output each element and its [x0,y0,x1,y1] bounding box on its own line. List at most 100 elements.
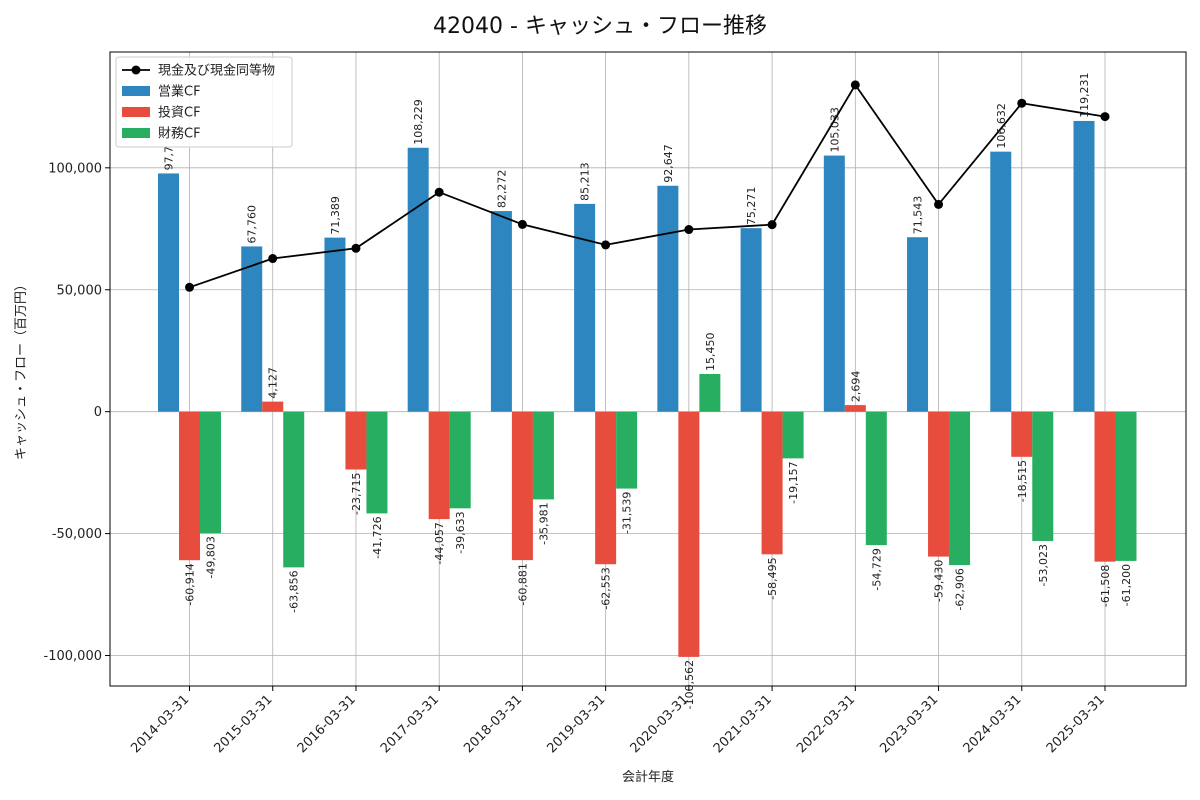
bars-layer [158,120,1137,657]
cash-equivalents-line [189,83,1106,289]
financing-cf-value-label: -61,200 [1120,564,1133,606]
cash-equivalents-point [351,243,361,253]
cash-equivalents-point [601,240,611,250]
legend-swatch-investing-cf [122,107,150,117]
operating-cf-value-label: 67,760 [246,205,259,244]
operating-cf-bar [1073,120,1095,412]
operating-cf-value-label: 71,389 [329,196,342,235]
cash-equivalents-point [434,187,444,197]
cash-equivalents-point [850,80,860,90]
investing-cf-value-label: 4,127 [267,367,280,399]
operating-cf-value-label: 108,229 [412,99,425,145]
investing-cf-bar [928,411,950,557]
financing-cf-value-label: 15,450 [704,332,717,371]
operating-cf-value-label: 85,213 [579,162,592,201]
financing-cf-bar [1115,411,1137,561]
y-tick-label: -100,000 [44,649,102,664]
operating-cf-bar [990,151,1012,412]
cash-equivalents-point [185,282,194,292]
operating-cf-bar [324,237,346,412]
financing-cf-value-label: -54,729 [870,548,883,590]
line-layer [185,80,1110,292]
cash-equivalents-point [684,225,694,235]
financing-cf-value-label: -63,856 [288,570,301,612]
operating-cf-bar [823,155,845,412]
cash-equivalents-point [767,220,777,230]
investing-cf-bar [428,411,450,520]
financing-cf-value-label: -41,726 [371,516,384,558]
investing-cf-bar [595,411,617,565]
investing-cf-bar [511,411,533,561]
financing-cf-bar [200,411,221,534]
financing-cf-bar [782,411,804,459]
investing-cf-bar [1094,411,1116,562]
financing-cf-value-label: -19,157 [787,461,800,503]
operating-cf-value-label: 105,033 [828,107,841,153]
financing-cf-bar [949,411,971,566]
operating-cf-bar [907,237,929,412]
legend-label-cash-equivalents: 現金及び現金同等物 [158,63,275,79]
investing-cf-value-label: -62,553 [600,567,613,609]
financing-cf-value-label: -62,906 [954,568,967,610]
investing-cf-bar [179,411,200,561]
operating-cf-bar [158,173,179,412]
financing-cf-value-label: -35,981 [537,502,550,544]
operating-cf-bar [657,185,679,412]
operating-cf-value-label: 71,543 [912,196,925,235]
investing-cf-value-label: -59,430 [933,560,946,602]
investing-cf-value-label: 2,694 [849,371,862,403]
legend-label-financing-cf: 財務CF [158,127,201,142]
y-tick-label: 50,000 [57,283,103,298]
legend-label-operating-cf: 営業CF [158,84,201,100]
financing-cf-value-label: -31,539 [621,492,634,534]
operating-cf-value-label: 82,272 [495,170,508,208]
investing-cf-bar [262,401,284,412]
cash-equivalents-point [268,254,278,264]
investing-cf-value-label: -18,515 [1016,460,1029,502]
operating-cf-value-label: 97,7 [163,146,176,171]
financing-cf-bar [1032,411,1054,541]
operating-cf-value-label: 106,632 [995,103,1008,149]
legend-line-marker [131,65,141,75]
investing-cf-value-label: -100,562 [683,660,696,709]
y-tick-label: 0 [94,405,102,420]
operating-cf-bar [241,246,263,412]
investing-cf-bar [761,411,783,555]
cash-equivalents-point [517,219,527,229]
investing-cf-value-label: -60,881 [516,563,529,605]
financing-cf-bar [699,373,721,412]
financing-cf-value-label: -53,023 [1037,544,1050,586]
investing-cf-value-label: -61,508 [1099,565,1112,607]
investing-cf-bar [345,411,367,470]
legend-swatch-operating-cf [122,86,150,96]
operating-cf-bar [407,147,429,412]
y-tick-label: 100,000 [48,161,102,176]
financing-cf-value-label: -39,633 [454,511,467,553]
financing-cf-value-label: -49,803 [205,536,218,578]
operating-cf-bar [740,228,762,412]
cash-equivalents-point [1100,112,1110,122]
y-tick-label: -50,000 [52,527,102,542]
operating-cf-value-label: 75,271 [745,187,758,226]
investing-cf-bar [678,411,700,657]
operating-cf-value-label: 92,647 [662,144,675,183]
plot-frame [109,51,1187,687]
y-axis-title: キャッシュ・フロー（百万円） [14,278,29,460]
investing-cf-value-label: -60,914 [184,563,197,605]
investing-cf-value-label: -58,495 [766,557,779,599]
financing-cf-bar [366,411,388,514]
operating-cf-bar [490,211,512,412]
operating-cf-bar [574,203,596,412]
investing-cf-value-label: -44,057 [433,522,446,564]
cash-equivalents-point [1017,98,1027,108]
cash-equivalents-point [934,199,944,209]
data-labels-layer: 97,7 67,760 71,389 108,229 82,272 85,213 92,64… [163,72,1134,709]
operating-cf-value-label: 119,231 [1078,72,1091,118]
financing-cf-bar [532,411,554,500]
legend-box [115,56,293,148]
investing-cf-bar [844,405,866,412]
financing-cf-bar [449,411,471,509]
investing-cf-bar [1011,411,1033,457]
